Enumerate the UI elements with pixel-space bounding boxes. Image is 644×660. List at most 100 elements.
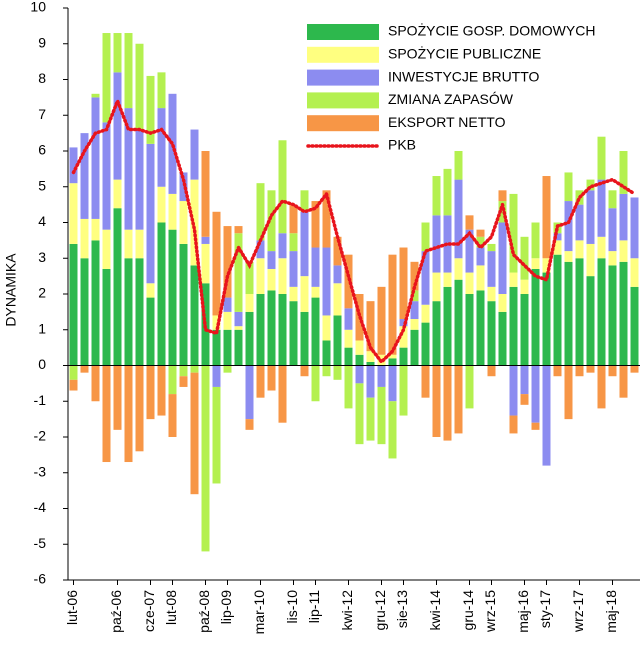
bar-segment [553, 254, 562, 366]
bar-segment [135, 129, 144, 230]
bar-segment [553, 233, 562, 241]
bar-segment [124, 229, 133, 259]
bar-segment [157, 365, 166, 416]
bar-segment [135, 229, 144, 259]
bar-segment [113, 365, 122, 430]
bar-segment [102, 122, 111, 230]
legend-label: SPOŻYCIE GOSP. DOMOWYCH [388, 22, 595, 39]
bar-segment [256, 258, 265, 294]
bar-segment [212, 329, 221, 366]
bar-segment [498, 311, 507, 366]
y-tick-label: 0 [38, 356, 46, 372]
bar-segment [157, 108, 166, 187]
legend-label: SPOŻYCIE PUBLICZNE [388, 45, 541, 62]
bar-segment [278, 140, 287, 234]
bar-segment [245, 365, 254, 420]
bar-segment [344, 254, 353, 309]
bar-segment [476, 247, 485, 266]
bar-segment [300, 276, 309, 312]
bar-segment [597, 136, 606, 180]
x-tick-label: sty-17 [537, 590, 553, 628]
bar-segment [333, 315, 342, 366]
y-tick-label: 8 [38, 70, 46, 86]
x-tick-label: lis-10 [284, 590, 300, 624]
bar-segment [267, 251, 276, 269]
bar-segment [421, 251, 430, 305]
bar-segment [465, 365, 474, 409]
bar-segment [179, 201, 188, 244]
bar-segment [454, 151, 463, 180]
bar-segment [465, 215, 474, 230]
bar-segment [344, 329, 353, 348]
bar-segment [586, 276, 595, 366]
y-tick-label: -6 [34, 571, 47, 587]
bar-segment [520, 365, 529, 395]
legend-swatch [307, 69, 379, 86]
legend-label: EKSPORT NETTO [388, 114, 506, 130]
bar-segment [619, 261, 628, 366]
bar-segment [553, 365, 562, 377]
bar-segment [157, 186, 166, 223]
bar-segment [179, 365, 188, 377]
bar-segment [311, 297, 320, 366]
bar-segment [542, 176, 551, 259]
bar-segment [124, 33, 133, 109]
bar-segment [201, 151, 210, 237]
bar-segment [531, 268, 540, 366]
bar-segment [344, 365, 353, 409]
y-tick-label: -5 [34, 535, 47, 551]
bar-segment [597, 365, 606, 409]
bar-segment [146, 297, 155, 366]
bar-segment [124, 258, 133, 366]
bar-segment [608, 365, 617, 377]
bar-segment [289, 251, 298, 287]
bar-segment [289, 204, 298, 234]
bar-segment [432, 215, 441, 273]
bar-segment [509, 286, 518, 366]
bar-segment [190, 372, 199, 495]
bar-segment [630, 365, 639, 373]
bar-segment [608, 265, 617, 366]
bar-segment [454, 365, 463, 434]
bar-segment [69, 243, 78, 366]
bar-segment [80, 365, 89, 373]
bar-segment [179, 172, 188, 202]
bar-segment [212, 386, 221, 484]
bar-segment [322, 365, 331, 377]
bar-segment [146, 143, 155, 284]
x-tick-label: paź-06 [108, 590, 124, 633]
bar-segment [322, 190, 331, 248]
legend-swatch [307, 46, 379, 63]
bar-segment [322, 315, 331, 341]
bar-segment [245, 419, 254, 430]
bar-segment [454, 258, 463, 280]
bar-segment [509, 272, 518, 287]
bar-segment [399, 347, 408, 366]
bar-segment [388, 358, 397, 366]
legend-label: INWESTYCJE BRUTTO [388, 68, 540, 84]
bar-segment [80, 258, 89, 366]
bar-segment [113, 208, 122, 366]
bar-segment [223, 226, 232, 298]
bar-segment [586, 243, 595, 277]
bar-segment [355, 340, 364, 355]
bar-segment [91, 218, 100, 241]
bar-segment [410, 319, 419, 330]
bar-segment [300, 211, 309, 277]
bar-segment [333, 365, 342, 380]
bar-segment [267, 190, 276, 252]
bar-segment [630, 258, 639, 287]
bar-segment [289, 233, 298, 252]
bar-segment [245, 294, 254, 312]
bar-segment [278, 294, 287, 366]
bar-segment [630, 286, 639, 366]
y-tick-label: -3 [34, 463, 47, 479]
bar-segment [432, 176, 441, 216]
x-tick-label: lut-08 [163, 590, 179, 625]
bar-segment [575, 365, 584, 377]
bar-segment [597, 258, 606, 366]
y-tick-label: 2 [38, 285, 46, 301]
bar-segment [179, 376, 188, 387]
bar-segment [69, 147, 78, 184]
bar-segment [223, 365, 232, 373]
